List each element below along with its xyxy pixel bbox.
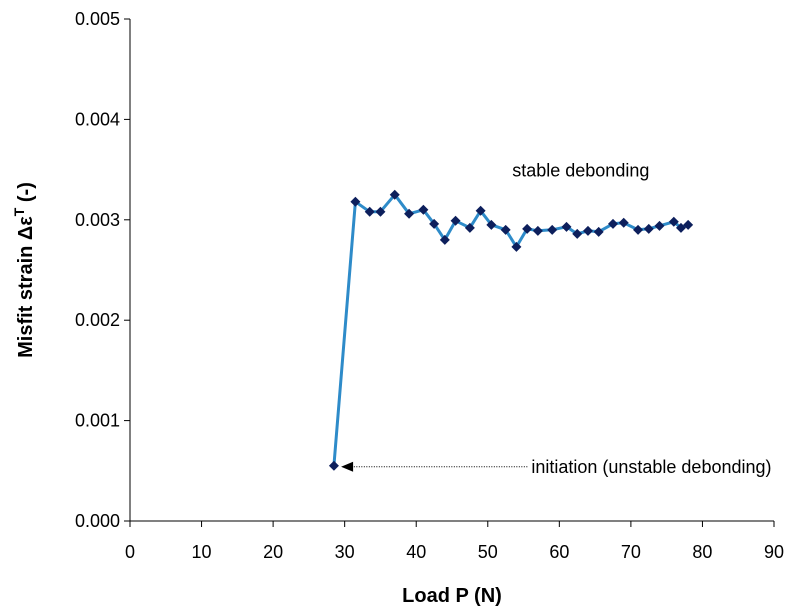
y-axis-label: Misfit strain ΔεT (-) (11, 182, 37, 358)
data-point (429, 218, 440, 229)
data-point (582, 225, 593, 236)
data-point (500, 224, 511, 235)
x-tick-label: 10 (192, 542, 212, 562)
x-tick-label: 20 (263, 542, 283, 562)
data-point (389, 189, 400, 200)
annotation-arrow-head (341, 461, 354, 472)
data-point (404, 208, 415, 219)
x-tick-label: 70 (621, 542, 641, 562)
data-point (350, 196, 361, 207)
data-point (633, 224, 644, 235)
data-point (328, 460, 339, 471)
series-group (328, 189, 694, 471)
y-tick-label: 0.002 (75, 310, 120, 330)
data-point (561, 221, 572, 232)
data-point (486, 219, 497, 230)
data-point (475, 205, 486, 216)
annotation-stable: stable debonding (512, 161, 649, 181)
data-point (608, 218, 618, 229)
data-point (364, 206, 375, 217)
y-tick-labels: 0.000 0.001 0.002 0.003 0.004 0.005 (75, 9, 120, 531)
y-tick-label: 0.001 (75, 411, 120, 431)
x-tick-labels: 0 10 20 30 40 50 60 70 80 90 (125, 542, 784, 562)
data-point (683, 219, 694, 230)
data-point (450, 215, 461, 226)
data-point (654, 220, 665, 231)
data-point (522, 223, 533, 234)
data-point (668, 216, 679, 227)
y-tick-label: 0.000 (75, 511, 120, 531)
data-point (532, 225, 543, 236)
data-point (643, 223, 654, 234)
x-tick-label: 50 (478, 542, 498, 562)
y-axis-label-superscript: T (11, 207, 27, 216)
x-tick-label: 30 (335, 542, 355, 562)
x-tick-label: 90 (764, 542, 784, 562)
x-tick-label: 0 (125, 542, 135, 562)
series-line (332, 193, 689, 466)
data-point (547, 224, 558, 235)
axes (124, 18, 775, 527)
y-axis-label-prefix: Misfit strain Δε (15, 216, 37, 358)
y-tick-label: 0.003 (75, 210, 120, 230)
data-point (675, 222, 686, 233)
y-tick-label: 0.004 (75, 109, 120, 129)
x-tick-label: 40 (406, 542, 426, 562)
annotation-initiation: initiation (unstable debonding) (531, 457, 771, 477)
data-point (375, 206, 386, 217)
data-point (464, 222, 475, 233)
data-point (618, 217, 629, 228)
data-point (572, 228, 583, 239)
x-tick-label: 60 (549, 542, 569, 562)
x-tick-label: 80 (692, 542, 712, 562)
x-axis-label: Load P (N) (402, 585, 502, 607)
data-point (593, 226, 604, 237)
data-point (439, 234, 450, 245)
y-tick-label: 0.005 (75, 9, 120, 29)
data-point (418, 204, 429, 215)
annotations-group: stable debonding initiation (unstable deb… (341, 161, 772, 477)
data-point (511, 241, 522, 252)
y-axis-label-suffix: (-) (15, 182, 37, 208)
